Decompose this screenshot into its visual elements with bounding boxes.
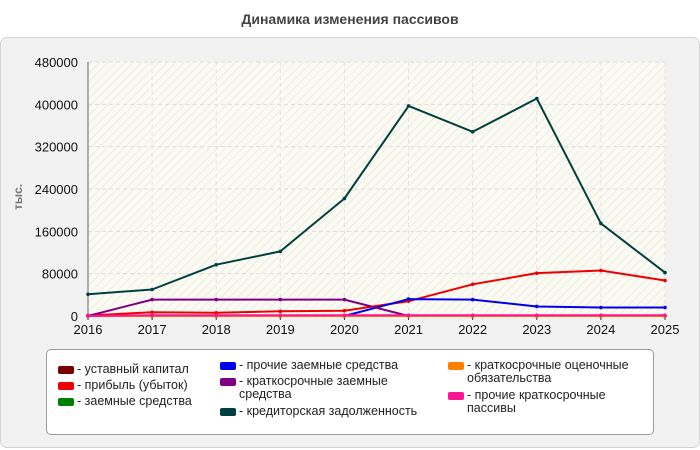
legend-item-charter-capital: - уставный капитал [58, 363, 189, 376]
grid-lines [88, 61, 666, 316]
data-point [663, 313, 667, 318]
data-point [663, 270, 667, 275]
series-line [87, 269, 666, 317]
data-point [278, 297, 283, 302]
data-point [342, 313, 347, 318]
legend-item-borrowed-funds: - заемные средства [58, 395, 192, 408]
y-tick-label: 0 [71, 309, 78, 324]
x-tick-label: 2024 [586, 322, 615, 337]
data-point [534, 304, 539, 309]
y-axis-title: тыс. [11, 183, 25, 210]
legend-item-other-borrowed: - прочие заемные средства [220, 359, 420, 372]
data-point [534, 96, 539, 101]
data-point [470, 282, 475, 287]
x-tick-label: 2019 [266, 322, 295, 337]
legend-swatch [58, 382, 74, 390]
y-tick-label: 480000 [35, 55, 78, 70]
y-tick-label: 80000 [42, 267, 78, 282]
x-tick-label: 2017 [138, 322, 167, 337]
legend-item-short-term-borrowed: - краткосрочные заемные средства [220, 375, 410, 401]
legend-swatch [58, 366, 74, 374]
x-tick-label: 2020 [330, 322, 359, 337]
legend-swatch [448, 362, 464, 370]
legend-swatch [220, 408, 236, 416]
data-point [342, 308, 347, 313]
x-tick-label: 2022 [458, 322, 487, 337]
legend-label: - кредиторская задолженность [239, 404, 418, 418]
data-point [214, 262, 219, 267]
data-point [150, 310, 154, 315]
data-point [150, 287, 154, 292]
legend-label: - краткосрочные заемные средства [239, 374, 388, 401]
x-tick-labels: 2016 2017 2018 2019 2020 2021 2022 2023 2024 2025 [74, 322, 680, 337]
data-point [406, 104, 411, 108]
data-point [599, 221, 603, 226]
y-tick-label: 320000 [35, 140, 78, 155]
x-tick-label: 2016 [74, 322, 103, 337]
data-point [278, 313, 283, 318]
data-point [86, 314, 90, 318]
legend-label: - заемные средства [77, 394, 192, 408]
series-lines [86, 96, 667, 318]
legend-swatch [58, 398, 74, 406]
y-tick-label: 160000 [35, 224, 78, 239]
data-point [599, 268, 603, 273]
chart-title: Динамика изменения пассивов [241, 11, 459, 27]
data-point [214, 313, 219, 318]
legend-label: - краткосрочные оценочные обязательства [467, 358, 629, 385]
data-point [599, 305, 603, 310]
data-point [470, 297, 475, 302]
data-point [534, 271, 539, 275]
data-point [278, 309, 283, 314]
data-point [470, 313, 475, 318]
data-point [150, 313, 154, 318]
data-point [278, 249, 283, 254]
data-point [663, 305, 667, 310]
legend-item-other-short-term: - прочие краткосрочные пассивы [448, 389, 648, 415]
data-point [599, 313, 603, 318]
data-point [342, 196, 347, 201]
legend: - уставный капитал - прибыль (убыток) - … [46, 349, 654, 435]
data-point [663, 278, 667, 283]
y-tick-label: 400000 [35, 97, 78, 112]
x-tick-label: 2023 [522, 322, 551, 337]
legend-swatch [220, 362, 236, 370]
legend-label: - прочие краткосрочные пассивы [467, 388, 606, 415]
series-line [87, 97, 666, 296]
legend-label: - прочие заемные средства [239, 358, 399, 372]
x-tick-label: 2025 [651, 322, 680, 337]
legend-item-accounts-payable: - кредиторская задолженность [220, 405, 430, 418]
x-tick-label: 2018 [202, 322, 231, 337]
data-point [470, 130, 475, 134]
data-point [214, 297, 219, 302]
data-point [86, 292, 90, 297]
x-tick-label: 2021 [394, 322, 423, 337]
y-tick-labels: 0 80000 160000 240000 320000 400000 480000 [35, 55, 78, 324]
legend-item-profit: - прибыль (убыток) [58, 379, 188, 392]
data-point [534, 313, 539, 318]
legend-label: - уставный капитал [77, 362, 189, 376]
legend-item-estimated-liabilities: - краткосрочные оценочные обязательства [448, 359, 648, 385]
data-point [406, 313, 411, 318]
data-point [342, 297, 347, 302]
legend-swatch [220, 378, 236, 386]
legend-swatch [448, 392, 464, 400]
data-point [406, 297, 411, 301]
y-tick-label: 240000 [35, 182, 78, 197]
data-point [150, 297, 154, 302]
series-line [87, 314, 665, 317]
legend-label: - прибыль (убыток) [77, 378, 188, 392]
